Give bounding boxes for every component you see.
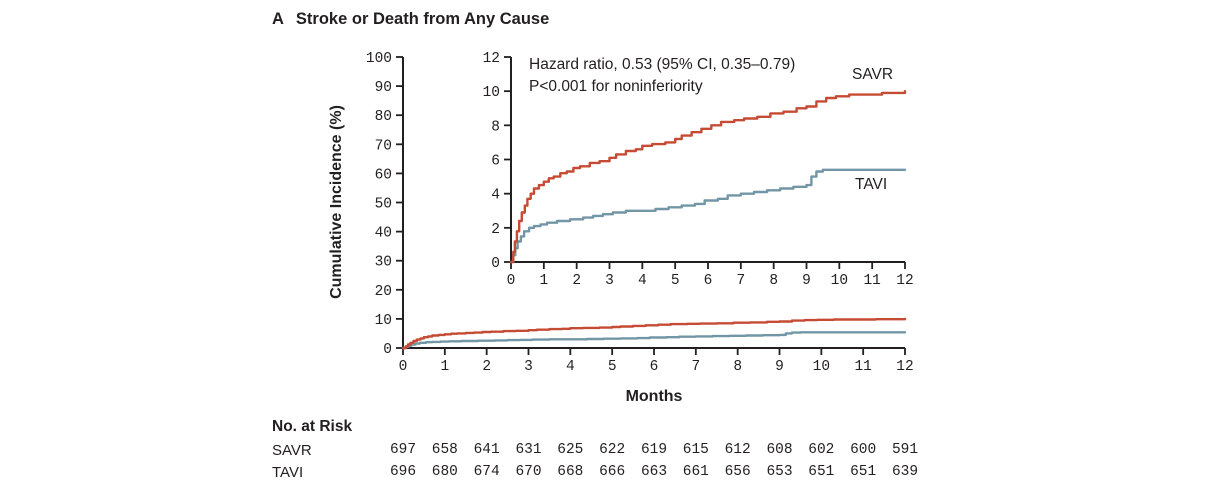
main-chart-y-tick-label: 40 <box>375 226 392 242</box>
risk-table-header: No. at Risk <box>272 418 353 435</box>
risk-count-tavi-month-3: 670 <box>515 464 542 480</box>
main-chart-x-tick-label: 10 <box>813 359 830 375</box>
risk-count-tavi-month-0: 696 <box>389 464 417 480</box>
risk-count-savr-month-9: 608 <box>766 442 793 458</box>
risk-count-savr-month-11: 600 <box>850 442 877 458</box>
main-chart-x-tick-label: 7 <box>691 359 700 375</box>
main-chart-x-tick-label: 5 <box>608 359 617 375</box>
inset-chart-x-tick-label: 2 <box>572 273 581 289</box>
risk-count-tavi-month-9: 653 <box>766 464 793 480</box>
inset-chart-x-tick-label: 1 <box>539 273 548 289</box>
main-chart-x-tick-label: 1 <box>440 359 449 375</box>
x-axis-label: Months <box>625 388 683 405</box>
risk-count-tavi-month-5: 666 <box>599 464 626 480</box>
inset-chart-curve-savr <box>509 90 907 264</box>
risk-count-savr-month-12: 591 <box>891 442 919 458</box>
inset-chart-y-tick-label: 8 <box>491 119 500 135</box>
inset-chart-y-tick-label: 10 <box>483 85 500 101</box>
inset-chart-x-tick-label: 6 <box>704 273 713 289</box>
inset-chart-y-tick-label: 4 <box>491 188 500 204</box>
panel-label: A <box>272 10 284 28</box>
risk-count-savr-month-7: 615 <box>682 442 709 458</box>
main-chart-x-tick-label: 9 <box>775 359 784 375</box>
risk-count-savr-month-3: 631 <box>515 442 542 458</box>
main-chart-y-tick-label: 100 <box>366 51 392 67</box>
risk-count-savr-month-1: 658 <box>431 442 458 458</box>
inset-chart-curve-tavi <box>509 168 907 264</box>
annotation-line-2: P<0.001 for noninferiority <box>529 78 703 95</box>
risk-count-tavi-month-7: 661 <box>682 464 709 480</box>
main-chart-y-tick-label: 90 <box>375 80 392 96</box>
inset-chart-x-tick-label: 0 <box>507 273 516 289</box>
inset-chart-x-tick-label: 10 <box>831 273 848 289</box>
risk-count-tavi-month-4: 668 <box>557 464 584 480</box>
risk-count-tavi-month-8: 656 <box>724 464 751 480</box>
tavi-curve-label: TAVI <box>855 176 888 193</box>
inset-chart-x-tick-label: 12 <box>896 273 913 289</box>
main-chart-y-tick-label: 70 <box>375 138 392 154</box>
panel-title: Stroke or Death from Any Cause <box>295 10 550 28</box>
risk-count-tavi-month-10: 651 <box>808 464 835 480</box>
inset-chart-y-tick-label: 12 <box>483 51 500 67</box>
hazard-ratio-annotation: Hazard ratio, 0.53 (95% CI, 0.35–0.79) P… <box>529 54 795 98</box>
risk-count-tavi-month-2: 674 <box>473 464 500 480</box>
risk-count-savr-month-2: 641 <box>473 442 500 458</box>
main-chart-y-tick-label: 0 <box>383 342 392 358</box>
risk-count-savr-month-5: 622 <box>599 442 626 458</box>
inset-chart-x-tick-label: 8 <box>769 273 778 289</box>
main-chart-x-tick-label: 2 <box>482 359 491 375</box>
risk-count-savr-month-4: 625 <box>557 442 584 458</box>
main-chart-y-tick-label: 80 <box>375 109 392 125</box>
y-axis-label: Cumulative Incidence (%) <box>328 105 345 299</box>
inset-chart-x-tick-label: 7 <box>736 273 745 289</box>
risk-row-label-tavi: TAVI <box>272 464 304 481</box>
main-chart-x-tick-label: 3 <box>524 359 533 375</box>
inset-chart-x-tick-label: 11 <box>863 273 880 289</box>
risk-count-savr-month-8: 612 <box>724 442 751 458</box>
main-chart-axes <box>402 57 905 349</box>
inset-chart-y-tick-label: 2 <box>491 222 500 238</box>
main-chart-x-tick-label: 6 <box>650 359 659 375</box>
main-chart-y-tick-label: 20 <box>375 284 392 300</box>
risk-count-savr-month-6: 619 <box>640 442 668 458</box>
risk-row-label-savr: SAVR <box>272 442 312 459</box>
main-chart-curve-tavi <box>401 331 907 350</box>
inset-chart-x-tick-label: 4 <box>638 273 647 289</box>
main-chart-x-tick-label: 0 <box>399 359 408 375</box>
main-chart-y-tick-label: 10 <box>375 313 392 329</box>
main-chart-x-tick-label: 11 <box>854 359 871 375</box>
risk-count-savr-month-0: 697 <box>389 442 417 458</box>
savr-curve-label: SAVR <box>852 66 894 83</box>
main-chart-y-tick-label: 30 <box>375 255 392 271</box>
risk-count-tavi-month-1: 680 <box>431 464 458 480</box>
risk-count-tavi-month-6: 663 <box>640 464 668 480</box>
main-chart-x-tick-label: 4 <box>566 359 575 375</box>
inset-chart-x-tick-label: 3 <box>605 273 614 289</box>
inset-chart-y-tick-label: 6 <box>491 154 500 170</box>
main-chart-y-tick-label: 60 <box>375 167 392 183</box>
inset-chart-y-tick-label: 0 <box>491 256 500 272</box>
annotation-line-1: Hazard ratio, 0.53 (95% CI, 0.35–0.79) <box>529 56 796 73</box>
inset-chart-x-tick-label: 9 <box>802 273 811 289</box>
main-chart-y-tick-label: 50 <box>375 197 392 213</box>
risk-count-tavi-month-11: 651 <box>850 464 877 480</box>
main-chart-x-tick-label: 12 <box>896 359 913 375</box>
inset-chart-x-tick-label: 5 <box>671 273 680 289</box>
main-chart-curve-savr <box>401 317 907 350</box>
risk-count-savr-month-10: 602 <box>808 442 835 458</box>
main-chart-x-tick-label: 8 <box>733 359 742 375</box>
risk-count-tavi-month-12: 639 <box>891 464 919 480</box>
figure-title-row: A Stroke or Death from Any Cause <box>272 10 549 29</box>
